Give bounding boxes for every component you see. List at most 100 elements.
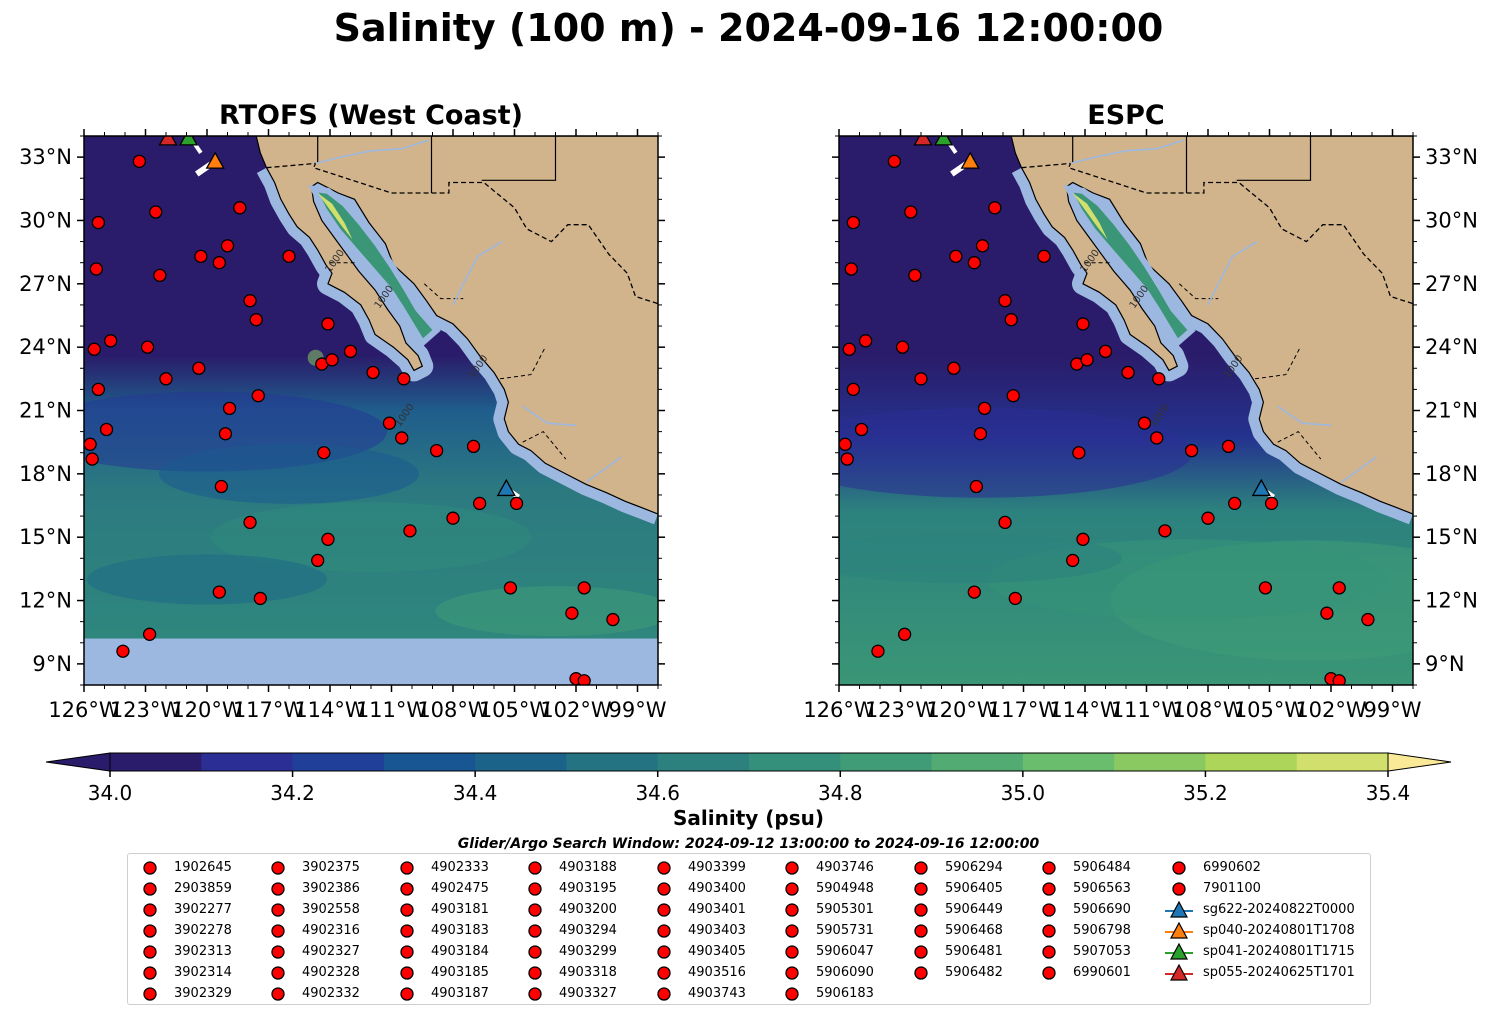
legend-marker [521, 922, 549, 940]
legend-marker [1165, 921, 1193, 940]
legend-label: sg622-20240822T0000 [1203, 902, 1355, 917]
legend-label: 5906563 [1073, 881, 1131, 896]
legend-item-argo: 7901100 [1165, 878, 1261, 899]
glider-marker [933, 136, 954, 146]
glider-marker [496, 478, 516, 497]
legend-item-argo: 5904948 [778, 878, 874, 899]
legend-marker [1035, 943, 1063, 961]
argo-float-marker [429, 443, 444, 458]
legend-label: 5906481 [945, 944, 1003, 959]
legend-item-argo: 5906468 [907, 920, 1003, 941]
lon-tick-label: 102°W [540, 698, 612, 722]
river [315, 139, 429, 165]
legend-marker [393, 859, 421, 877]
argo-float-marker [317, 446, 331, 460]
argo-float-marker [846, 382, 860, 397]
argo-float-marker [243, 515, 257, 530]
colorbar-bin [383, 753, 476, 771]
legend-label: 5906405 [945, 881, 1003, 896]
argo-float-marker [1221, 439, 1236, 454]
argo-float-marker [969, 479, 983, 494]
argo-float-marker [1184, 443, 1199, 458]
argo-float-marker [253, 591, 267, 606]
argo-float-marker [91, 215, 105, 230]
argo-float-marker [194, 249, 208, 264]
argo-float-marker [1076, 532, 1090, 546]
legend-marker [907, 964, 935, 982]
legend-marker [393, 880, 421, 898]
legend-item-glider: sp055-20240625T1701 [1165, 962, 1355, 983]
legend-item-argo: 5907053 [1035, 941, 1131, 962]
legend-marker [778, 880, 806, 898]
argo-float-marker [282, 249, 296, 264]
legend-item-argo: 5906047 [778, 941, 874, 962]
legend-marker [136, 985, 164, 1003]
argo-float-marker [89, 262, 103, 276]
legend-item-argo: 4903400 [650, 878, 746, 899]
legend-marker [907, 901, 935, 919]
legend-label: 5906482 [945, 965, 1003, 980]
lat-tick-label: 12°N [1425, 589, 1478, 613]
legend-item-glider: sp040-20240801T1708 [1165, 920, 1355, 941]
lon-tick-label: 111°W [1111, 698, 1183, 722]
legend-item-argo: 5906482 [907, 962, 1003, 983]
legend-marker [650, 880, 678, 898]
legend-marker [393, 901, 421, 919]
argo-float-marker [159, 372, 173, 386]
legend-item-argo: 4902332 [264, 983, 360, 1004]
state-border [1236, 136, 1312, 181]
legend-item-argo: 5906563 [1035, 878, 1131, 899]
colorbar-tick-label: 34.2 [270, 781, 315, 805]
river [585, 456, 622, 483]
legend-item-argo: 4903516 [650, 962, 746, 983]
argo-float-marker [87, 342, 101, 356]
argo-float-marker [577, 581, 591, 595]
legend-item-argo: 3902375 [264, 857, 360, 878]
argo-float-marker [403, 524, 417, 538]
legend-marker [1035, 901, 1063, 919]
lat-tick-label: 15°N [1425, 525, 1478, 549]
legend-label: 5906449 [945, 902, 1003, 917]
legend-label: 4903318 [559, 965, 617, 980]
legend-label: 3902329 [174, 986, 232, 1001]
argo-float-marker [565, 606, 579, 620]
argo-float-marker [1158, 524, 1172, 538]
argo-float-marker [1037, 249, 1051, 264]
legend-label: 3902277 [174, 902, 232, 917]
legend-marker [264, 964, 292, 982]
argo-float-marker [914, 372, 928, 386]
colorbar-bin [1296, 753, 1389, 771]
lat-tick-label: 9°N [1425, 652, 1465, 676]
figure-title: Salinity (100 m) - 2024-09-16 12:00:00 [333, 6, 1164, 50]
argo-float-marker [1098, 344, 1113, 359]
colorbar-tick-label: 34.4 [453, 781, 498, 805]
argo-float-marker [321, 317, 335, 331]
lat-tick-label: 18°N [19, 462, 72, 486]
legend-item-argo: 5906449 [907, 899, 1003, 920]
argo-float-marker [509, 496, 524, 511]
argo-float-marker [1320, 606, 1334, 620]
lat-tick-label: 21°N [1425, 399, 1478, 423]
legend-marker [264, 922, 292, 940]
legend-marker [778, 964, 806, 982]
colorbar-bin [931, 753, 1024, 771]
argo-float-marker [1332, 581, 1346, 595]
colorbar-bin [657, 753, 750, 771]
argo-float-marker [153, 268, 167, 283]
legend-marker [521, 901, 549, 919]
legend-item-argo: 4903181 [393, 899, 489, 920]
lat-tick-label: 33°N [1425, 145, 1478, 169]
state-border-mexico [1255, 346, 1301, 380]
legend-label: 2903859 [174, 881, 232, 896]
colorbar: 34.0 34.2 34.4 34.6 34.8 35.0 35.2 35.4 [45, 752, 1452, 805]
argo-float-marker [116, 644, 130, 658]
panel-title-espc: ESPC [1087, 100, 1165, 131]
argo-float-marker [1080, 353, 1094, 367]
legend-label: 4902333 [431, 860, 489, 875]
lon-tick-label: 120°W [926, 698, 998, 722]
legend-label: 4903200 [559, 902, 617, 917]
state-border [481, 136, 557, 181]
legend-title: Glider/Argo Search Window: 2024-09-12 13… [457, 836, 1040, 852]
argo-float-marker [904, 205, 918, 219]
